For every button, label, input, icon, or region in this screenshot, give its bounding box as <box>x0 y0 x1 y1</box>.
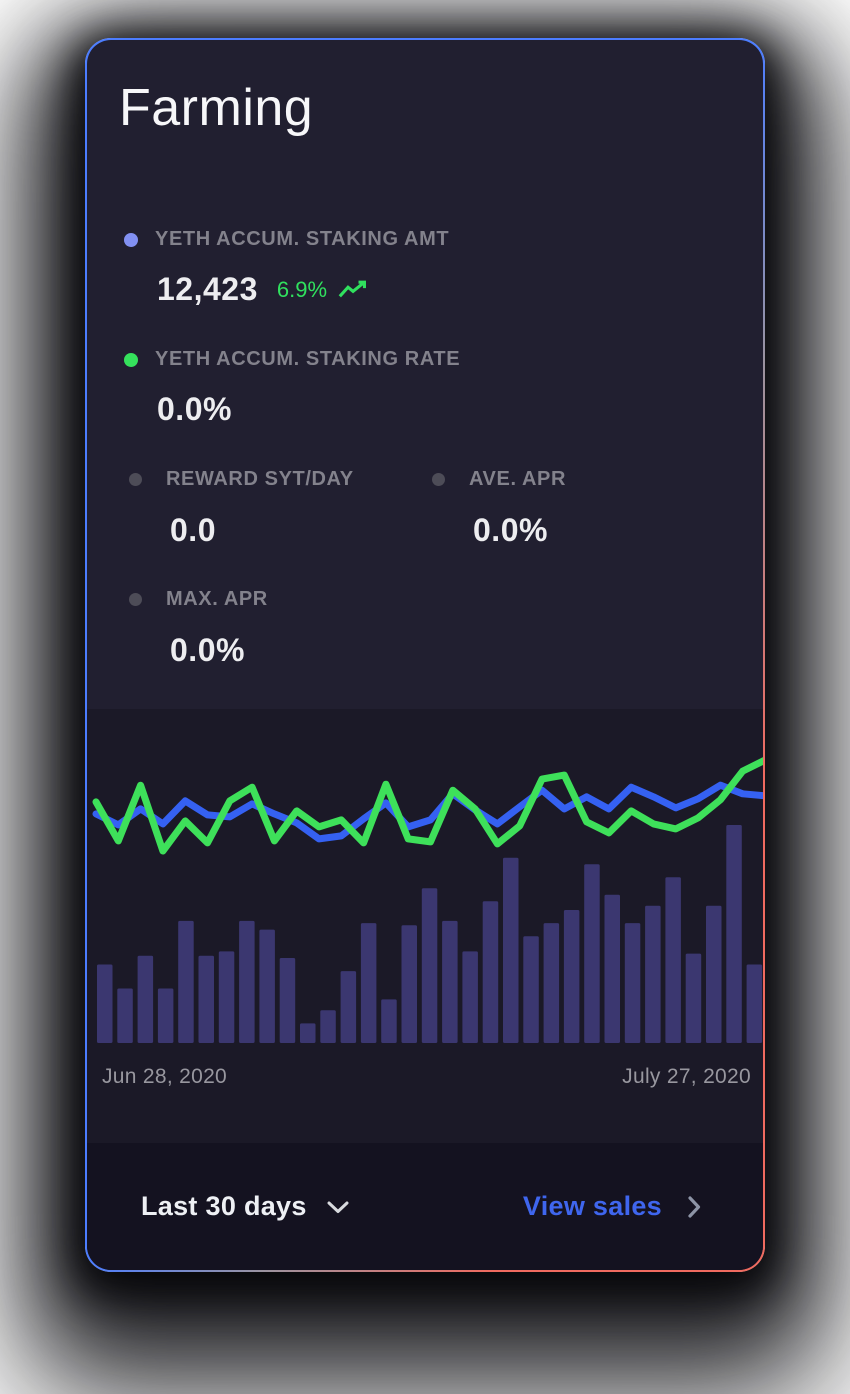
view-sales-label: View sales <box>522 1191 662 1221</box>
farming-card: Farming YETH ACCUM. STAKING AMT 12,423 6… <box>85 38 765 1272</box>
volume-bar <box>421 888 438 1043</box>
volume-bar <box>137 955 154 1043</box>
staking-amt-value: 12,423 <box>157 271 258 307</box>
chart-end-date: July 27, 2020 <box>622 1065 751 1088</box>
staking-rate-label: YETH ACCUM. STAKING RATE <box>155 348 461 370</box>
stat-reward-per-day: REWARD SYT/DAY 0.0 <box>129 468 354 548</box>
volume-bar <box>503 857 519 1043</box>
volume-bar <box>543 923 560 1043</box>
view-sales-link[interactable]: View sales <box>523 1191 701 1222</box>
reward-per-day-dot <box>129 473 142 486</box>
staking-amt-legend-dot <box>124 232 138 247</box>
max-apr-value: 0.0% <box>170 632 245 668</box>
card-footer: Last 30 days View sales <box>87 1143 763 1270</box>
stat-staking-rate: YETH ACCUM. STAKING RATE 0.0% <box>124 348 460 427</box>
volume-bar <box>523 936 539 1043</box>
volume-bar <box>320 1010 336 1043</box>
volume-bar <box>259 929 275 1043</box>
staking-rate-value: 0.0% <box>157 391 232 427</box>
farming-chart <box>92 757 763 1043</box>
volume-bar <box>381 999 397 1043</box>
page-title: Farming <box>119 79 314 137</box>
ave-apr-label: AVE. APR <box>469 468 567 490</box>
date-range-selector[interactable]: Last 30 days <box>141 1191 349 1222</box>
volume-bar <box>665 877 681 1043</box>
staking-rate-line <box>92 757 763 855</box>
stat-ave-apr: AVE. APR 0.0% <box>432 468 566 548</box>
volume-bar <box>726 825 742 1043</box>
staking-amt-delta: 6.9% <box>276 276 328 302</box>
volume-bar <box>645 905 661 1043</box>
volume-bar <box>482 901 499 1043</box>
volume-bar <box>157 988 174 1043</box>
chart-section: Jun 28, 2020 July 27, 2020 <box>87 709 763 1147</box>
ave-apr-dot <box>432 473 445 486</box>
chart-start-date: Jun 28, 2020 <box>102 1065 228 1088</box>
stat-staking-amt: YETH ACCUM. STAKING AMT 12,423 6.9% <box>124 228 449 307</box>
stat-max-apr: MAX. APR 0.0% <box>129 588 268 668</box>
volume-bar <box>746 964 763 1043</box>
volume-bar <box>563 910 580 1043</box>
volume-bar <box>97 964 113 1043</box>
reward-per-day-label: REWARD SYT/DAY <box>166 468 354 490</box>
chart-date-axis: Jun 28, 2020 July 27, 2020 <box>102 1065 751 1089</box>
chevron-right-icon <box>688 1195 701 1218</box>
volume-bar <box>685 953 702 1043</box>
volume-bar <box>442 920 458 1043</box>
staking-amt-label: YETH ACCUM. STAKING AMT <box>155 228 450 250</box>
chevron-down-icon <box>327 1201 349 1213</box>
volume-bar <box>401 925 417 1043</box>
bar-series <box>97 825 763 1043</box>
volume-bar <box>198 955 214 1043</box>
volume-bar <box>360 923 377 1043</box>
volume-bar <box>178 920 194 1043</box>
staking-rate-legend-dot <box>124 352 138 367</box>
reward-per-day-value: 0.0 <box>170 512 216 548</box>
trending-up-icon <box>338 280 367 298</box>
volume-bar <box>279 958 296 1043</box>
volume-bar <box>584 864 600 1043</box>
ave-apr-value: 0.0% <box>473 512 548 548</box>
farming-card-body: Farming YETH ACCUM. STAKING AMT 12,423 6… <box>87 40 763 1270</box>
volume-bar <box>117 988 133 1043</box>
volume-bar <box>300 1023 316 1043</box>
max-apr-dot <box>129 593 142 606</box>
volume-bar <box>340 971 357 1043</box>
staking-amt-line <box>92 781 763 843</box>
volume-bar <box>239 920 255 1043</box>
volume-bar <box>624 923 641 1043</box>
volume-bar <box>604 894 620 1043</box>
volume-bar <box>462 951 478 1043</box>
volume-bar <box>218 951 235 1043</box>
max-apr-label: MAX. APR <box>166 588 268 610</box>
date-range-label: Last 30 days <box>141 1191 307 1221</box>
volume-bar <box>706 905 722 1043</box>
